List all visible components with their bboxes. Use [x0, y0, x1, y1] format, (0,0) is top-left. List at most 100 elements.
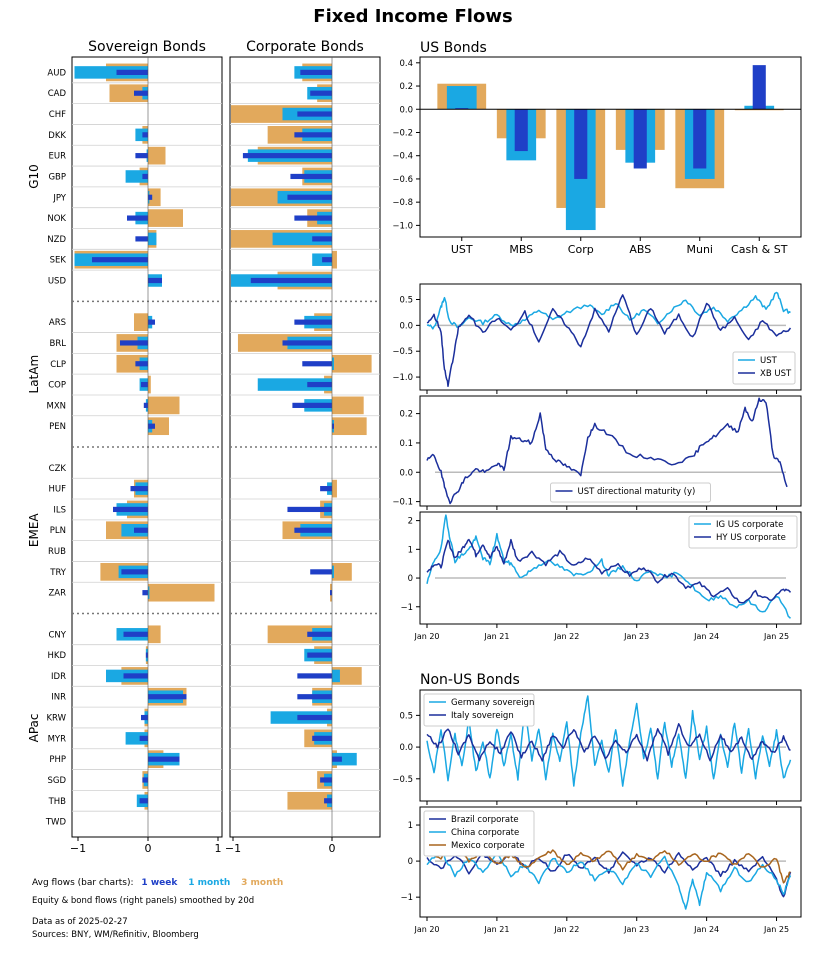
bar-sov-dkk-1month [135, 128, 148, 142]
data-date: Data as of 2025-02-27 [32, 917, 128, 927]
row-label-zar: ZAR [48, 589, 66, 599]
bar-corp-mxn-1week [292, 402, 332, 408]
nonus_sovereign-ytick-label: 0.5 [399, 711, 413, 721]
em-bar-panels: Sovereign Bonds Corporate Bonds AUD CAD CHF D… [27, 39, 381, 855]
bar-corp-aud-1week [300, 69, 332, 76]
nonus_sovereign-ytick-label: 0.0 [399, 743, 413, 753]
row-label-nok: NOK [47, 214, 66, 224]
us_corporate-ytick-label: 2 [408, 517, 413, 527]
bar-corp-pen-3month [332, 417, 367, 436]
us_corporate-xtick-label: Jan 21 [483, 632, 509, 641]
bar-corp-1week [574, 109, 588, 179]
us_corporate-legend-label: IG US corporate [716, 520, 783, 530]
bar-sov-dkk-1week [142, 132, 148, 138]
bar-sov-cad-1week [134, 90, 148, 96]
row-label-chf: CHF [49, 110, 66, 120]
bar-corp-php-1week [332, 756, 342, 762]
sovereign-xtick-label: 0 [145, 842, 152, 855]
row-label-huf: HUF [48, 485, 66, 495]
us-bonds-category-label: ABS [629, 243, 651, 256]
bar-sov-eur-3month [148, 146, 166, 165]
bar-sov-gbp-1month [125, 170, 148, 183]
group-label-latam: LatAm [27, 355, 41, 394]
row-label-nzd: NZD [47, 235, 66, 245]
nonus_corporate-legend-label: China corporate [451, 828, 519, 838]
nonus_sovereign-legend-box [423, 693, 535, 727]
bar-corp-chf-1week [297, 111, 332, 117]
bar-corp-gbp-1week [290, 173, 332, 180]
us_corporate-xtick-label: Jan 25 [763, 632, 789, 641]
corporate-title: Corporate Bonds [246, 39, 364, 55]
legend-1month: 1 month [188, 878, 230, 888]
bar-sov-pln-1week [134, 527, 148, 533]
bar-sov-jpy-3month [148, 188, 161, 207]
nonus_corporate-xtick-label: Jan 25 [763, 925, 789, 934]
row-label-myr: MYR [48, 734, 67, 744]
row-label-brl: BRL [50, 339, 67, 349]
bar-corp-try-3month [332, 563, 352, 581]
ust_xb-ytick-label: −0.5 [392, 347, 413, 357]
us-bonds-category-label: MBS [509, 243, 533, 256]
nonus_sovereign-legend-label: Italy sovereign [451, 711, 514, 721]
bar-corp-clp-1week [302, 361, 332, 367]
bar-corp-php-1month [332, 752, 357, 766]
nonus_sovereign-title: Non-US Bonds [420, 672, 520, 688]
bar-corp-brl-1week [282, 340, 332, 346]
bar-muni-1week [693, 109, 707, 169]
bar-sov-zar-1week [142, 590, 148, 596]
nonus_corporate-xtick-label: Jan 23 [623, 925, 649, 934]
ust_maturity-series-ust-directional-maturity-y- [426, 397, 788, 505]
bar-corp-jpy-1week [287, 194, 332, 200]
nonus_sovereign-series-italy-sovereign [426, 723, 791, 762]
us_corporate-ytick-label: 0 [408, 574, 413, 584]
corporate-xtick-label: −1 [225, 842, 241, 855]
ust_xb-ytick-label: −1.0 [392, 373, 413, 383]
us-bonds-category-label: UST [451, 243, 473, 256]
row-label-cad: CAD [48, 89, 67, 99]
bar-corp-hkd-1week [307, 652, 332, 658]
ust_xb-ytick-label: 0.5 [399, 296, 413, 306]
nonus_corporate-series-mexico-corporate [426, 846, 791, 884]
us_corporate-series-ig-us-corporate [426, 514, 792, 619]
bar-sov-gbp-1week [142, 173, 148, 180]
us_corporate-xtick-label: Jan 22 [553, 632, 579, 641]
bar-corp-ils-1week [287, 506, 332, 513]
row-label-hkd: HKD [47, 651, 66, 661]
bar-corp-mxn-3month [332, 396, 364, 415]
ust_maturity-frame [419, 395, 802, 507]
bar-abs-1week [633, 109, 647, 169]
us-bonds-category-label: Corp [568, 243, 594, 256]
bar-corp-ars-1week [294, 319, 332, 325]
bar-corp-inr-1week [297, 694, 332, 700]
us-bonds-category-label: Cash & ST [731, 243, 788, 256]
row-label-cop: COP [48, 381, 66, 391]
row-label-cny: CNY [49, 630, 67, 640]
bar-sov-ars-3month [134, 313, 148, 331]
bar-sov-eur-1week [135, 153, 148, 159]
bar-corp-sgd-1week [320, 777, 332, 783]
row-label-gbp: GBP [48, 172, 66, 182]
bar-sov-myr-1month [125, 732, 148, 745]
row-label-pln: PLN [50, 526, 66, 536]
nonus_corporate-legend-label: Brazil corporate [451, 815, 519, 825]
us-bonds-ytick-label: 0.4 [399, 59, 413, 69]
bar-sov-cny-1week [123, 631, 148, 637]
ust_maturity-ytick-label: 0.0 [399, 468, 413, 478]
bar-sov-nok-1week [127, 215, 148, 221]
bar-cash-st-1week [752, 65, 766, 110]
bar-sov-hkd-1week [145, 652, 148, 658]
legend-1week: 1 week [141, 878, 178, 888]
ust_maturity-legend-label: UST directional maturity (y) [578, 487, 696, 497]
bar-sov-zar-1month [148, 586, 150, 599]
row-label-dkk: DKK [48, 131, 66, 141]
ust_xb-ytick-label: 0.0 [399, 321, 413, 331]
bar-sov-mxn-3month [148, 396, 180, 415]
bar-corp-thb-1week [324, 798, 332, 804]
bar-corp-thb-3month [287, 791, 332, 810]
footer: Avg flows (bar charts): 1 week 1 month 3… [32, 878, 283, 940]
us-bonds-frame [419, 56, 802, 238]
bar-corp-clp-1month [332, 357, 334, 370]
bar-corp-idr-1week [297, 673, 332, 679]
nonus_corporate-xtick-label: Jan 22 [553, 925, 579, 934]
bar-sov-pen-1week [148, 423, 155, 429]
